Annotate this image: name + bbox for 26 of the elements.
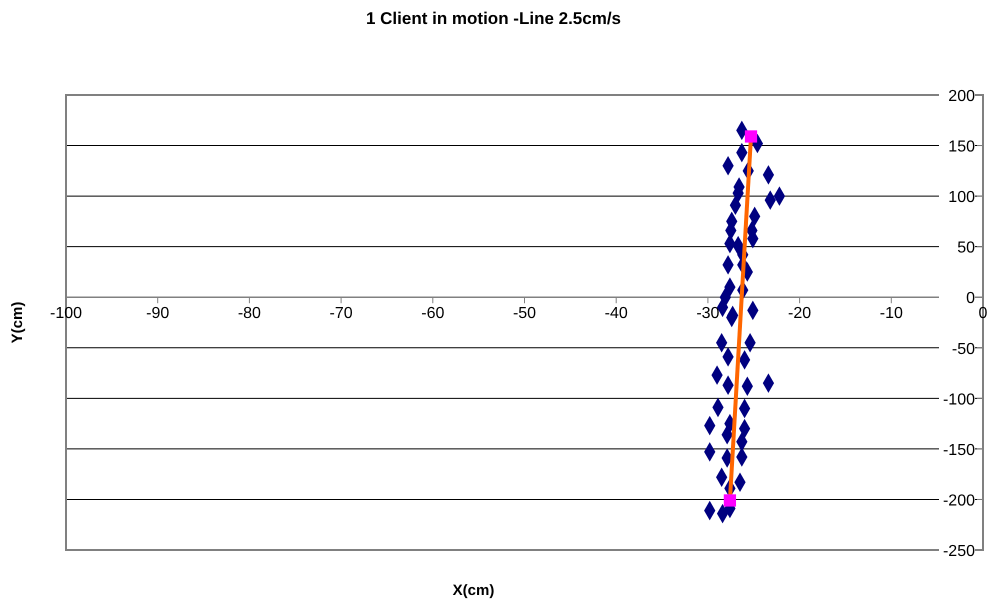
x-tick-label: -40	[604, 305, 628, 322]
x-tick-label: -70	[330, 305, 353, 322]
chart-title: 1 Client in motion -Line 2.5cm/s	[366, 9, 622, 28]
x-tick-label: -90	[146, 305, 170, 322]
y-tick-label: -200	[942, 492, 976, 510]
x-tick-label: -100	[50, 305, 82, 322]
y-axis-title: Y(cm)	[9, 302, 26, 344]
y-tick-label: 150	[948, 138, 976, 156]
y-tick-label: -100	[942, 391, 976, 408]
x-tick-label: -20	[788, 305, 812, 322]
point	[744, 130, 758, 143]
x-tick-label: -10	[880, 305, 903, 322]
y-tick-label: 200	[948, 88, 976, 105]
y-tick-label: 100	[948, 189, 976, 206]
x-tick-label: -80	[238, 305, 262, 322]
x-tick-label: 0	[978, 305, 987, 322]
y-tick-label: -250	[942, 543, 976, 560]
y-tick-label: 0	[966, 290, 976, 308]
x-tick-label: -60	[421, 305, 444, 322]
x-tick-label: -50	[512, 305, 536, 322]
x-tick-label: -30	[696, 305, 720, 322]
point	[724, 494, 736, 507]
y-tick-label: -150	[942, 442, 976, 459]
y-tick-label: -50	[952, 340, 976, 358]
x-axis-title: X(cm)	[452, 582, 494, 599]
y-tick-label: 50	[957, 240, 976, 257]
